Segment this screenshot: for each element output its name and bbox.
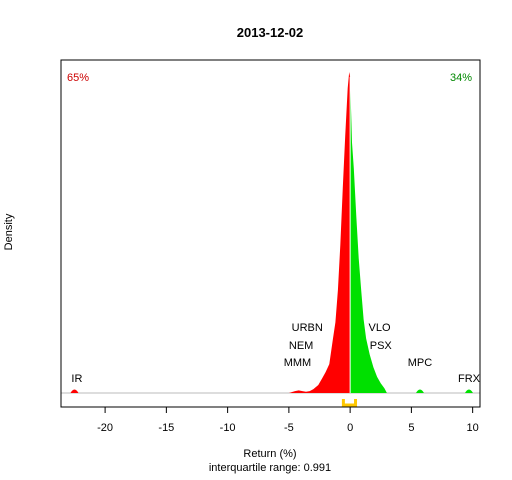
ticker-annotation: NEM bbox=[289, 340, 313, 352]
negative-percentage-label: 65% bbox=[67, 72, 89, 84]
ticker-annotation: VLO bbox=[369, 322, 391, 334]
iqr-subtitle: interquartile range: 0.991 bbox=[209, 462, 331, 474]
x-tick-label: -20 bbox=[97, 422, 113, 434]
ticker-annotation: FRX bbox=[458, 373, 481, 385]
x-tick-label: 5 bbox=[408, 422, 414, 434]
ticker-annotation: URBN bbox=[292, 322, 323, 334]
ticker-annotation: MMM bbox=[284, 357, 312, 369]
y-axis-label: Density bbox=[3, 213, 15, 250]
ticker-annotation: IR bbox=[71, 373, 82, 385]
outlier-density-bump bbox=[415, 389, 424, 393]
iqr-marker bbox=[341, 399, 358, 407]
outlier-density-bump bbox=[464, 389, 473, 393]
plot-frame bbox=[60, 59, 481, 408]
x-tick-label: -5 bbox=[284, 422, 294, 434]
positive-density-area bbox=[350, 76, 387, 394]
ticker-annotation: MPC bbox=[408, 357, 433, 369]
ticker-annotation: PSX bbox=[370, 340, 393, 352]
x-tick-label: 10 bbox=[467, 422, 479, 434]
chart-title: 2013-12-02 bbox=[237, 25, 304, 40]
x-axis-label: Return (%) bbox=[243, 448, 296, 460]
x-tick-label: 0 bbox=[347, 422, 353, 434]
outlier-density-bump bbox=[70, 389, 79, 393]
x-tick-label: -10 bbox=[220, 422, 236, 434]
positive-percentage-label: 34% bbox=[450, 72, 472, 84]
negative-density-area bbox=[288, 72, 351, 393]
x-tick-label: -15 bbox=[158, 422, 174, 434]
